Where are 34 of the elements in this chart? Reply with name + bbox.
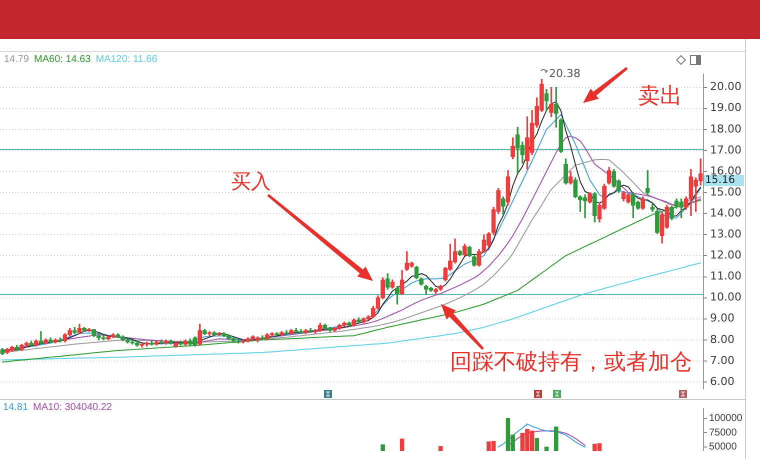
y-tick-label: 11.00	[710, 270, 742, 283]
candlestick	[655, 209, 660, 234]
text: MA10: 304040.22	[33, 402, 112, 413]
y-tick-label: 14.00	[710, 206, 742, 220]
y-tick-label: 9.00	[710, 312, 734, 325]
y-tick-label: 20.00	[710, 80, 742, 94]
y-tick-label: 12.00	[710, 248, 742, 262]
y-tick-label: 13.00	[710, 228, 742, 241]
text: 15.16	[704, 174, 744, 186]
y-tick-label: 100000	[709, 413, 743, 424]
y-tick-label: 6.00	[710, 374, 734, 388]
annotation: 20.38	[549, 67, 580, 80]
candlestick	[564, 158, 568, 184]
y-tick-label: 75000	[709, 427, 738, 438]
text: 14.81	[3, 402, 28, 413]
candlestick	[212, 331, 216, 336]
candlestick	[395, 286, 400, 304]
y-tick-label: 18.00	[710, 122, 742, 136]
y-tick-label: 19.00	[710, 101, 742, 114]
candlestick	[82, 326, 86, 332]
candlestick	[356, 317, 361, 324]
annotation: 买入	[231, 169, 271, 193]
candlestick	[38, 331, 44, 344]
y-tick-label: 7.00	[710, 354, 734, 367]
y-tick-label: 15.00	[710, 185, 742, 198]
text: 14.79	[4, 54, 30, 65]
y-tick-label: 10.00	[710, 290, 742, 304]
y-tick-label: 50000	[709, 442, 738, 453]
text: MA120: 11.66	[96, 54, 158, 65]
text: MA60: 14.63	[34, 54, 91, 65]
annotation: 卖出	[638, 84, 682, 110]
y-tick-label: 17.00	[710, 143, 742, 156]
y-tick-label: 8.00	[710, 332, 734, 346]
annotation: 回踩不破持有，或者加仓	[450, 350, 692, 376]
